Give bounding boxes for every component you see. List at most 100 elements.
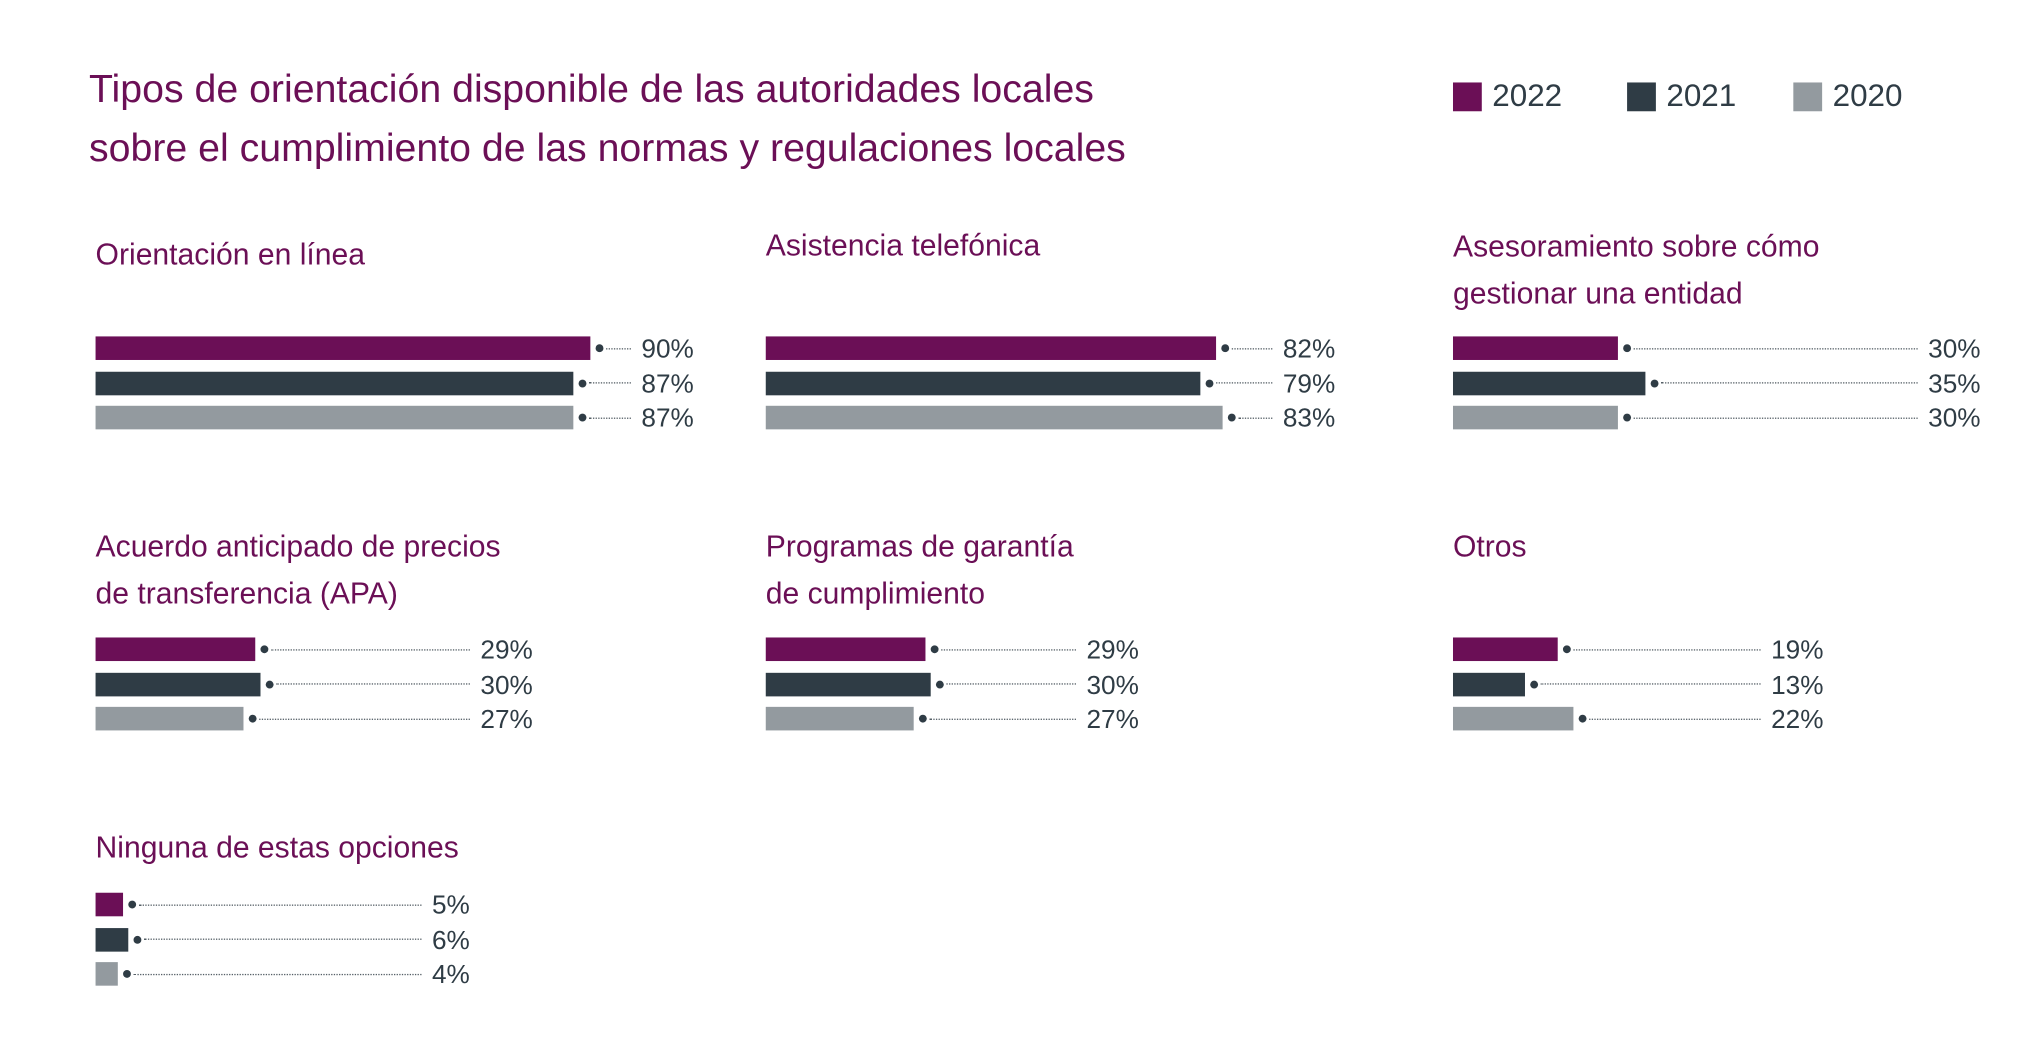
panel-title-line: Otros — [1452, 528, 1527, 563]
data-label: 79% — [1282, 369, 1336, 399]
data-label: 5% — [431, 891, 470, 921]
bar — [95, 892, 124, 917]
leader-line — [1540, 683, 1761, 685]
bar — [765, 336, 1217, 360]
panel-title-line: gestionar una entidad — [1452, 276, 1743, 311]
leader-line — [946, 683, 1076, 685]
bar — [1452, 371, 1646, 395]
bar-end-dot — [249, 714, 258, 723]
panel-title-line: Asesoramiento sobre cómo — [1452, 229, 1820, 264]
leader-line — [138, 903, 422, 906]
bar-end-dot — [1227, 413, 1236, 422]
bar — [95, 962, 118, 986]
bar — [1452, 405, 1618, 430]
data-label: 82% — [1282, 335, 1336, 364]
legend-label: 2021 — [1666, 78, 1737, 114]
bar-end-dot — [579, 413, 587, 422]
bar-end-dot — [1562, 645, 1571, 654]
bar-end-dot — [133, 935, 142, 944]
panel-title: Programas de garantía de cumplimiento — [766, 522, 1074, 616]
panel-title-line: Acuerdo anticipado de precios — [95, 528, 501, 563]
leader-line — [276, 683, 470, 685]
data-label: 83% — [1282, 404, 1336, 434]
leader-line — [1633, 347, 1918, 349]
bar — [1452, 672, 1525, 696]
chart-title: Tipos de orientación disponible de las a… — [89, 60, 1126, 178]
leader-line — [606, 347, 631, 349]
data-label: 29% — [480, 636, 533, 665]
bar-end-dot — [1529, 680, 1538, 688]
panel-title-line: Programas de garantía — [765, 528, 1074, 563]
data-label: 19% — [1771, 636, 1824, 665]
panel-title-line: Asistencia telefónica — [765, 227, 1041, 262]
panel-title: Acuerdo anticipado de precios de transfer… — [96, 522, 501, 616]
data-label: 29% — [1086, 636, 1139, 665]
bar-end-dot — [1205, 378, 1214, 387]
data-label: 6% — [431, 926, 470, 955]
data-label: 30% — [1086, 670, 1139, 700]
bar — [95, 706, 244, 731]
bar — [765, 405, 1223, 430]
data-label: 27% — [480, 705, 533, 735]
data-label: 30% — [1928, 404, 1981, 434]
legend-item-2020: 2020 — [1793, 79, 1902, 116]
leader-line — [1573, 648, 1761, 650]
chart-title-line: sobre el cumplimiento de las normas y re… — [89, 126, 1126, 171]
data-label: 27% — [1086, 705, 1139, 735]
leader-line — [1661, 382, 1918, 384]
legend-label: 2020 — [1832, 78, 1903, 114]
chart-title-line: Tipos de orientación disponible de las a… — [89, 68, 1094, 112]
leader-line — [929, 717, 1076, 720]
panel-title: Otros — [1453, 522, 1527, 569]
leader-line — [589, 382, 631, 384]
panel-title: Asistencia telefónica — [766, 221, 1040, 268]
bar-end-dot — [930, 645, 939, 654]
bar-end-dot — [122, 969, 131, 978]
bar — [95, 672, 261, 696]
data-label: 87% — [641, 369, 694, 399]
data-label: 22% — [1771, 705, 1824, 735]
bar-end-dot — [579, 378, 587, 387]
data-label: 30% — [480, 670, 533, 700]
bar-end-dot — [1650, 378, 1659, 387]
bar-end-dot — [1623, 344, 1632, 353]
bar-end-dot — [1579, 714, 1588, 723]
bar — [95, 371, 574, 395]
data-label: 35% — [1928, 369, 1981, 399]
leader-line — [144, 938, 422, 940]
legend-item-2022: 2022 — [1452, 78, 1563, 116]
data-label: 90% — [641, 335, 694, 364]
bar — [1452, 336, 1618, 360]
data-label: 4% — [431, 960, 470, 990]
bar — [765, 637, 926, 662]
bar-end-dot — [265, 680, 274, 688]
bar-end-dot — [128, 900, 137, 909]
panel-title-line: de cumplimiento — [765, 575, 985, 610]
leader-line — [133, 973, 422, 975]
leader-line — [270, 648, 470, 650]
data-label: 13% — [1771, 670, 1824, 700]
bar — [765, 371, 1201, 395]
bar — [95, 637, 255, 662]
legend-label: 2022 — [1492, 78, 1563, 114]
bar-end-dot — [260, 645, 269, 654]
data-label: 30% — [1928, 335, 1981, 364]
legend-swatch — [1452, 82, 1482, 112]
bar-end-dot — [935, 680, 944, 688]
leader-line — [1633, 416, 1918, 419]
bar — [1452, 706, 1574, 731]
leader-line — [589, 416, 631, 419]
panel-title: Asesoramiento sobre cómo gestionar una en… — [1453, 223, 1819, 317]
panel-title-line: Ninguna de estas opciones — [95, 829, 459, 864]
leader-line — [1237, 416, 1273, 419]
legend-item-2021: 2021 — [1627, 79, 1736, 116]
panel-title: Orientación en línea — [96, 230, 365, 277]
bar — [95, 927, 129, 951]
bar-end-dot — [595, 344, 604, 353]
leader-line — [1215, 382, 1273, 384]
legend-swatch — [1793, 82, 1823, 112]
bar-end-dot — [1221, 344, 1230, 353]
legend-swatch — [1627, 82, 1656, 112]
panel-title: Ninguna de estas opciones — [96, 823, 459, 870]
